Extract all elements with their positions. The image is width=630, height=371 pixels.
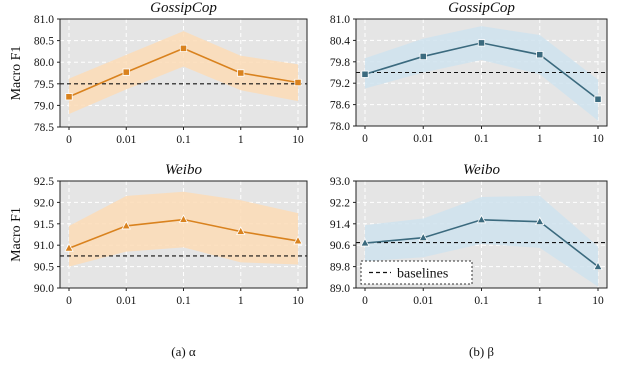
data-point-marker [178, 214, 189, 223]
panel-weibo-beta: 89.0 89.8 90.6 91.4 92.2 93.0 0 0.01 0.1 1 10 Wei… [330, 162, 608, 359]
legend-box [360, 260, 473, 285]
y-tick-label: 91.4 [330, 219, 350, 231]
x-tick-label: 0.1 [176, 295, 191, 307]
y-tick-label: 80.5 [34, 36, 54, 48]
panel-gossipcop-beta: 78.0 78.6 79.2 79.8 80.4 81.0 0 0.01 0.1 1 10 Gos… [330, 0, 608, 145]
panel-title: Weibo [463, 162, 500, 178]
x-tick-label: 10 [592, 133, 604, 145]
data-point-marker [64, 242, 74, 252]
data-point-marker [477, 39, 486, 47]
x-tick-labels: 0 0.01 0.1 1 10 [362, 126, 604, 145]
x-tick-label: 1 [238, 295, 244, 307]
x-tick-label: 1 [238, 134, 244, 146]
x-tick-labels: 0 0.01 0.1 1 10 [362, 288, 604, 307]
y-tick-label: 78.6 [330, 100, 350, 112]
data-markers [65, 44, 302, 101]
x-tick-label: 0 [66, 134, 72, 146]
y-tick-label: 92.5 [34, 176, 54, 188]
panel-weibo-alpha: 90.0 90.5 91.0 91.5 92.0 92.5 0 0.01 0.1 1 10 Wei… [9, 162, 308, 359]
data-point-marker [121, 220, 131, 230]
data-markers [361, 39, 602, 103]
data-point-marker [361, 70, 369, 78]
data-point-marker [65, 93, 73, 101]
data-point-marker [535, 216, 545, 226]
y-tick-label: 78.0 [330, 121, 350, 133]
x-tick-label: 10 [592, 295, 604, 307]
panel-title: Weibo [165, 162, 202, 178]
y-tick-label: 93.0 [330, 176, 350, 188]
x-tick-label: 1 [537, 295, 543, 307]
data-point-marker [536, 51, 544, 59]
data-markers [64, 214, 303, 252]
data-point-marker [236, 226, 246, 235]
x-axis-caption: (a) α [171, 344, 196, 359]
y-tick-label: 81.0 [330, 14, 350, 26]
x-tick-label: 0.01 [116, 134, 136, 146]
y-tick-label: 90.6 [330, 240, 350, 252]
y-axis-label: Macro F1 [9, 207, 24, 262]
data-point-marker [594, 95, 602, 103]
x-tick-label: 10 [292, 295, 304, 307]
x-tick-label: 10 [292, 134, 304, 146]
data-point-marker [360, 237, 370, 247]
y-tick-labels: 78.0 78.6 79.2 79.8 80.4 81.0 [330, 14, 356, 133]
y-tick-label: 92.0 [34, 197, 54, 209]
y-tick-label: 81.0 [34, 14, 54, 26]
x-tick-label: 0.1 [474, 295, 489, 307]
x-axis-caption: (b) β [469, 344, 494, 359]
legend: baselines [360, 260, 473, 285]
y-tick-label: 79.5 [34, 79, 54, 91]
y-tick-label: 79.2 [330, 78, 350, 90]
y-tick-label: 79.0 [34, 100, 54, 112]
x-tick-label: 1 [537, 133, 543, 145]
data-point-marker [294, 78, 302, 87]
x-tick-label: 0 [362, 295, 368, 307]
y-tick-label: 91.0 [34, 240, 54, 252]
data-point-marker [237, 69, 245, 77]
data-point-marker [419, 52, 427, 61]
x-tick-label: 0.1 [474, 133, 489, 145]
y-tick-label: 90.0 [34, 283, 54, 295]
y-tick-labels: 89.0 89.8 90.6 91.4 92.2 93.0 [330, 176, 356, 295]
y-tick-labels: 78.5 79.0 79.5 80.0 80.5 81.0 [34, 14, 60, 134]
y-tick-labels: 90.0 90.5 91.0 91.5 92.0 92.5 [34, 176, 60, 295]
y-axis-label: Macro F1 [9, 46, 24, 101]
y-tick-label: 90.5 [34, 262, 54, 274]
x-tick-label: 0.01 [116, 295, 136, 307]
legend-label-baselines: baselines [397, 267, 448, 282]
x-tick-label: 0.01 [413, 295, 433, 307]
y-tick-label: 91.5 [34, 219, 54, 231]
data-point-marker [476, 214, 487, 224]
y-tick-label: 80.4 [330, 35, 350, 47]
x-tick-labels: 0 0.01 0.1 1 10 [66, 288, 304, 307]
data-point-marker [293, 235, 303, 245]
data-point-marker [593, 261, 603, 271]
y-tick-label: 89.0 [330, 283, 350, 295]
y-tick-label: 89.8 [330, 262, 350, 274]
x-tick-label: 0 [362, 133, 368, 145]
panel-title: GossipCop [448, 0, 515, 16]
y-tick-label: 92.2 [330, 197, 350, 209]
data-point-marker [418, 232, 428, 242]
panel-title: GossipCop [150, 0, 217, 16]
data-point-marker [122, 68, 130, 76]
panel-gossipcop-alpha: 78.5 79.0 79.5 80.0 80.5 81.0 0 0.01 0.1 1 10 Gos… [9, 0, 308, 146]
x-tick-labels: 0 0.01 0.1 1 10 [66, 127, 304, 146]
y-tick-label: 79.8 [330, 57, 350, 69]
confidence-band [69, 191, 298, 267]
data-markers [360, 214, 603, 271]
x-tick-label: 0.1 [176, 134, 191, 146]
y-tick-label: 78.5 [34, 122, 54, 134]
x-tick-label: 0 [66, 295, 72, 307]
x-tick-label: 0.01 [413, 133, 433, 145]
y-tick-label: 80.0 [34, 57, 54, 69]
confidence-band [365, 26, 598, 121]
data-point-marker [179, 44, 188, 52]
